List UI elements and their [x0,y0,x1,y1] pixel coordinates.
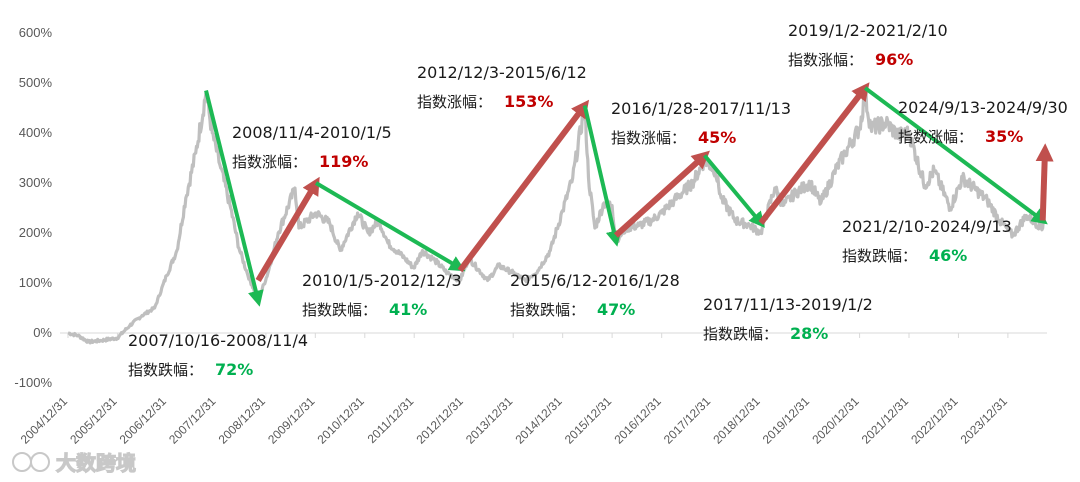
x-tick-label: 2011/12/31 [365,394,417,446]
annotation-range: 2015/6/12-2016/1/28 [510,271,680,290]
x-tick-label: 2012/12/31 [414,394,467,447]
y-tick-label: 400% [19,125,53,140]
x-tick-label: 2022/12/31 [908,394,961,447]
annotation-range: 2024/9/13-2024/9/30 [898,98,1068,117]
rise-arrow [457,99,590,273]
rise-annotation: 2019/1/2-2021/2/10 指数涨幅： 96% [788,21,948,69]
x-tick-label: 2013/12/31 [463,394,516,447]
annotation-range: 2017/11/13-2019/1/2 [703,295,873,314]
annotation-label: 指数涨幅： [417,93,492,111]
series-layer [67,90,1047,345]
annotation-range: 2008/11/4-2010/1/5 [232,123,392,142]
x-tick-label: 2016/12/31 [611,394,664,447]
annotation-range: 2021/2/10-2024/9/13 [842,217,1012,236]
rise-annotation: 2016/1/28-2017/11/13 指数涨幅： 45% [611,99,791,147]
x-tick-label: 2005/12/31 [67,394,120,447]
annotation-label: 指数跌幅： [510,301,585,319]
fall-arrow [314,181,466,272]
annotation-range: 2007/10/16-2008/11/4 [128,331,308,350]
annotation-value: 119% [319,152,368,171]
annotation-value: 45% [698,128,736,147]
watermark: 大数跨境 [12,450,137,476]
annotation-value: 41% [389,300,427,319]
annotation-range: 2016/1/28-2017/11/13 [611,99,791,118]
x-tick-label: 2023/12/31 [958,394,1011,447]
fall-arrow [863,86,1048,225]
annotation-label: 指数跌幅： [703,325,778,343]
x-tick-label: 2017/12/31 [661,394,714,447]
fall-annotation: 2010/1/5-2012/12/3 指数跌幅： 41% [302,271,462,319]
rise-arrow [758,82,870,225]
x-tick-label: 2020/12/31 [809,394,862,447]
annotation-label: 指数涨幅： [898,128,973,146]
x-tick-label: 2018/12/31 [710,394,763,447]
annotation-label: 指数涨幅： [232,153,307,171]
annotation-value: 72% [215,360,253,379]
x-tick-label: 2007/12/31 [166,394,219,447]
y-tick-label: 200% [19,225,53,240]
annotation-label: 指数跌幅： [842,247,917,265]
x-tick-label: 2008/12/31 [216,394,269,447]
fall-arrow [703,154,765,228]
annotation-value: 46% [929,246,967,265]
x-tick-label: 2004/12/31 [18,394,71,447]
annotation-value: 96% [875,50,913,69]
annotation-range: 2010/1/5-2012/12/3 [302,271,462,290]
rise-arrow [1035,143,1054,221]
y-tick-label: -100% [14,375,52,390]
annotation-value: 35% [985,127,1023,146]
watermark-text: 大数跨境 [56,451,136,475]
x-tick-label: 2006/12/31 [117,394,170,447]
annotation-label: 指数跌幅： [128,361,203,379]
annotation-label: 指数跌幅： [302,301,377,319]
x-axis: 2004/12/312005/12/312006/12/312007/12/31… [18,332,1047,447]
annotation-range: 2012/12/3-2015/6/12 [417,63,587,82]
x-tick-label: 2014/12/31 [512,394,565,447]
y-axis: -100% 0% 100% 200% 300% 400% 500% 600% [14,25,52,390]
annotation-range: 2019/1/2-2021/2/10 [788,21,948,40]
fall-annotation: 2021/2/10-2024/9/13 指数跌幅： 46% [842,217,1012,265]
rise-arrow [613,150,710,238]
y-tick-label: 600% [19,25,53,40]
rise-annotation: 2024/9/13-2024/9/30 指数涨幅： 35% [898,98,1068,146]
x-tick-label: 2019/12/31 [760,394,813,447]
y-tick-label: 100% [19,275,53,290]
annotation-value: 47% [597,300,635,319]
rise-arrow [255,176,320,283]
fall-arrow [204,90,264,307]
label-layer: 2007/10/16-2008/11/4 指数跌幅： 72% 2008/11/4-20… [128,21,1068,379]
x-tick-label: 2021/12/31 [859,394,912,447]
y-tick-label: 300% [19,175,53,190]
annotation-label: 指数涨幅： [611,129,686,147]
arrow-layer [204,82,1054,307]
fall-annotation: 2015/6/12-2016/1/28 指数跌幅： 47% [510,271,680,319]
y-tick-label: 0% [33,325,52,340]
x-tick-label: 2010/12/31 [315,394,368,447]
y-tick-label: 500% [19,75,53,90]
rise-annotation: 2012/12/3-2015/6/12 指数涨幅： 153% [417,63,587,111]
annotation-value: 28% [790,324,828,343]
annotation-value: 153% [504,92,553,111]
fall-arrow [582,105,622,247]
rise-annotation: 2008/11/4-2010/1/5 指数涨幅： 119% [232,123,392,171]
x-tick-label: 2015/12/31 [562,394,615,447]
x-tick-label: 2009/12/31 [265,394,318,447]
index-line [67,90,1047,345]
logo-icon [12,452,50,472]
annotation-label: 指数涨幅： [788,51,863,69]
fall-annotation: 2017/11/13-2019/1/2 指数跌幅： 28% [703,295,873,343]
fall-annotation: 2007/10/16-2008/11/4 指数跌幅： 72% [128,331,308,379]
